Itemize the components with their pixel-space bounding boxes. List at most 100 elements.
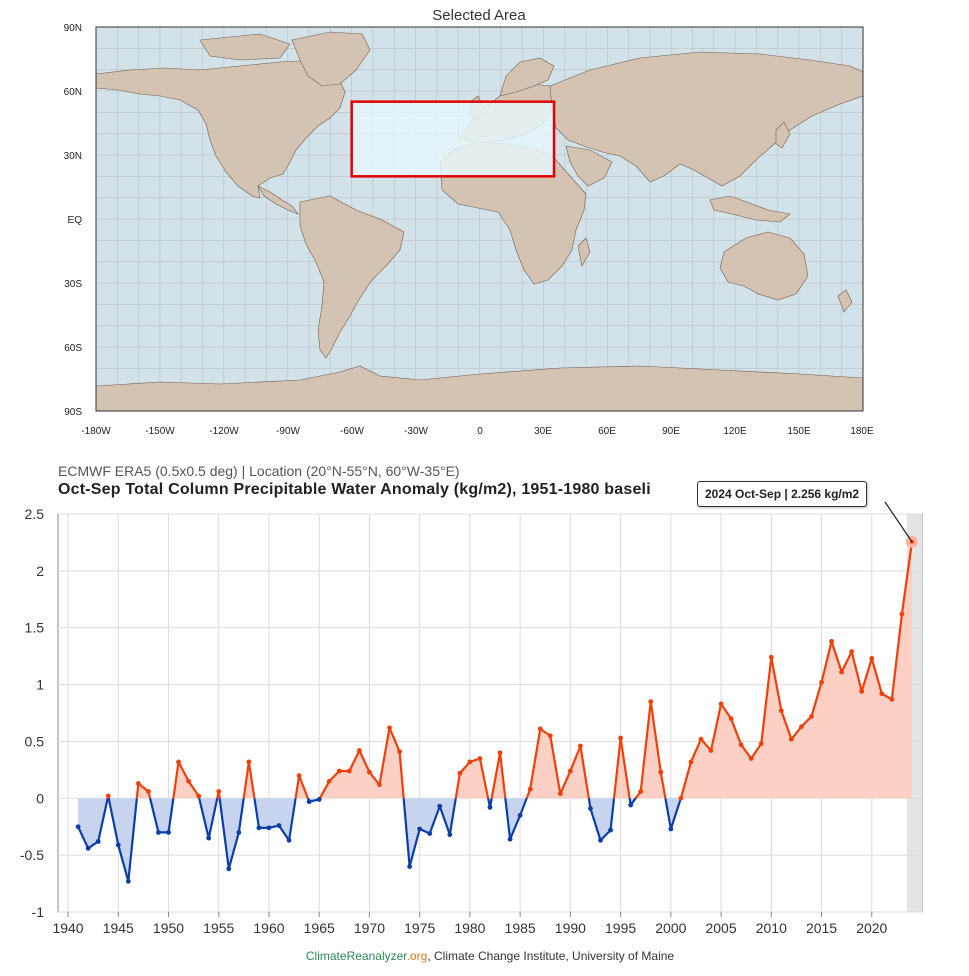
data-point[interactable] <box>256 825 262 831</box>
lat-label: 60S <box>64 343 82 354</box>
data-point[interactable] <box>487 804 493 810</box>
data-point[interactable] <box>768 654 774 660</box>
data-point[interactable] <box>517 812 523 818</box>
map-frame <box>95 26 864 412</box>
data-point[interactable] <box>547 733 553 739</box>
data-point[interactable] <box>849 649 855 654</box>
data-point[interactable] <box>377 782 382 788</box>
data-point[interactable] <box>75 824 81 830</box>
x-tick-label: 1950 <box>153 920 184 936</box>
data-point[interactable] <box>105 793 111 799</box>
credits-climate[interactable]: Climate <box>305 949 347 963</box>
data-point[interactable] <box>608 827 613 833</box>
data-point[interactable] <box>628 802 634 808</box>
data-point[interactable] <box>658 769 664 775</box>
data-point[interactable] <box>778 708 784 714</box>
data-point[interactable] <box>728 716 734 722</box>
data-point[interactable] <box>537 726 543 732</box>
data-point[interactable] <box>306 799 312 805</box>
data-point[interactable] <box>296 773 302 778</box>
data-point[interactable] <box>889 696 895 702</box>
data-point[interactable] <box>397 749 402 755</box>
credits-reanalyzer[interactable]: Reanalyzer <box>346 949 407 963</box>
data-point[interactable] <box>166 830 171 835</box>
data-point[interactable] <box>206 835 212 841</box>
data-point[interactable] <box>346 768 352 774</box>
data-point[interactable] <box>387 725 392 731</box>
x-tick-label: 2000 <box>655 920 686 936</box>
data-point[interactable] <box>135 781 141 786</box>
data-point[interactable] <box>859 688 865 694</box>
data-point[interactable] <box>839 669 845 675</box>
data-point[interactable] <box>457 770 463 776</box>
data-point[interactable] <box>557 791 563 797</box>
data-point[interactable] <box>85 845 91 851</box>
data-point[interactable] <box>899 611 905 617</box>
data-point[interactable] <box>467 759 473 765</box>
data-point[interactable] <box>588 806 593 811</box>
data-point[interactable] <box>688 759 694 765</box>
data-point[interactable] <box>698 736 704 742</box>
data-point[interactable] <box>799 724 804 730</box>
x-tick-label: 1985 <box>505 920 536 936</box>
data-point[interactable] <box>819 679 824 685</box>
data-point[interactable] <box>186 778 192 784</box>
data-point[interactable] <box>236 830 242 835</box>
data-point[interactable] <box>718 701 724 707</box>
data-point[interactable] <box>407 864 413 869</box>
data-point[interactable] <box>578 743 583 749</box>
credits-org[interactable]: .org <box>406 949 428 963</box>
data-point[interactable] <box>527 786 533 792</box>
data-point[interactable] <box>437 803 443 809</box>
data-point[interactable] <box>326 778 332 784</box>
data-point[interactable] <box>226 866 232 872</box>
data-point[interactable] <box>748 756 754 761</box>
x-tick-label: 2020 <box>856 920 887 936</box>
data-point[interactable] <box>356 748 362 753</box>
data-point[interactable] <box>125 878 131 884</box>
data-point[interactable] <box>196 793 202 799</box>
data-point[interactable] <box>276 823 282 828</box>
data-point[interactable] <box>829 638 834 644</box>
data-point[interactable] <box>447 832 453 838</box>
data-point[interactable] <box>266 825 272 831</box>
data-point[interactable] <box>156 830 161 835</box>
data-point[interactable] <box>598 837 603 843</box>
data-point[interactable] <box>286 837 292 843</box>
plot-area <box>57 513 923 913</box>
positive-area <box>455 758 489 799</box>
data-point[interactable] <box>216 789 222 794</box>
negative-area <box>78 798 108 849</box>
y-tick-label: 0 <box>36 790 44 806</box>
data-point[interactable] <box>497 750 503 756</box>
data-point[interactable] <box>316 797 322 802</box>
data-point[interactable] <box>367 769 372 775</box>
data-point[interactable] <box>869 656 875 661</box>
data-point[interactable] <box>738 742 744 748</box>
data-point[interactable] <box>336 768 342 774</box>
data-point[interactable] <box>788 736 794 742</box>
chart-gridlines <box>58 513 922 913</box>
data-point[interactable] <box>176 759 181 765</box>
data-point[interactable] <box>809 714 814 719</box>
data-point[interactable] <box>758 741 764 747</box>
data-point[interactable] <box>115 842 121 848</box>
data-point[interactable] <box>567 768 573 774</box>
data-point[interactable] <box>417 826 423 832</box>
data-point[interactable] <box>879 691 885 697</box>
data-point[interactable] <box>678 795 684 801</box>
x-tick-label: 1960 <box>253 920 284 936</box>
data-point[interactable] <box>146 789 151 794</box>
data-point[interactable] <box>668 826 674 832</box>
data-point[interactable] <box>477 756 483 761</box>
data-point[interactable] <box>638 789 644 794</box>
data-point[interactable] <box>246 759 252 765</box>
data-point[interactable] <box>708 748 714 753</box>
data-point[interactable] <box>618 735 624 741</box>
positive-area <box>680 541 912 799</box>
data-point[interactable] <box>95 839 101 844</box>
data-point[interactable] <box>648 699 654 705</box>
data-point[interactable] <box>427 831 433 836</box>
data-point[interactable] <box>507 836 513 842</box>
x-tick-label: 1965 <box>304 920 335 936</box>
